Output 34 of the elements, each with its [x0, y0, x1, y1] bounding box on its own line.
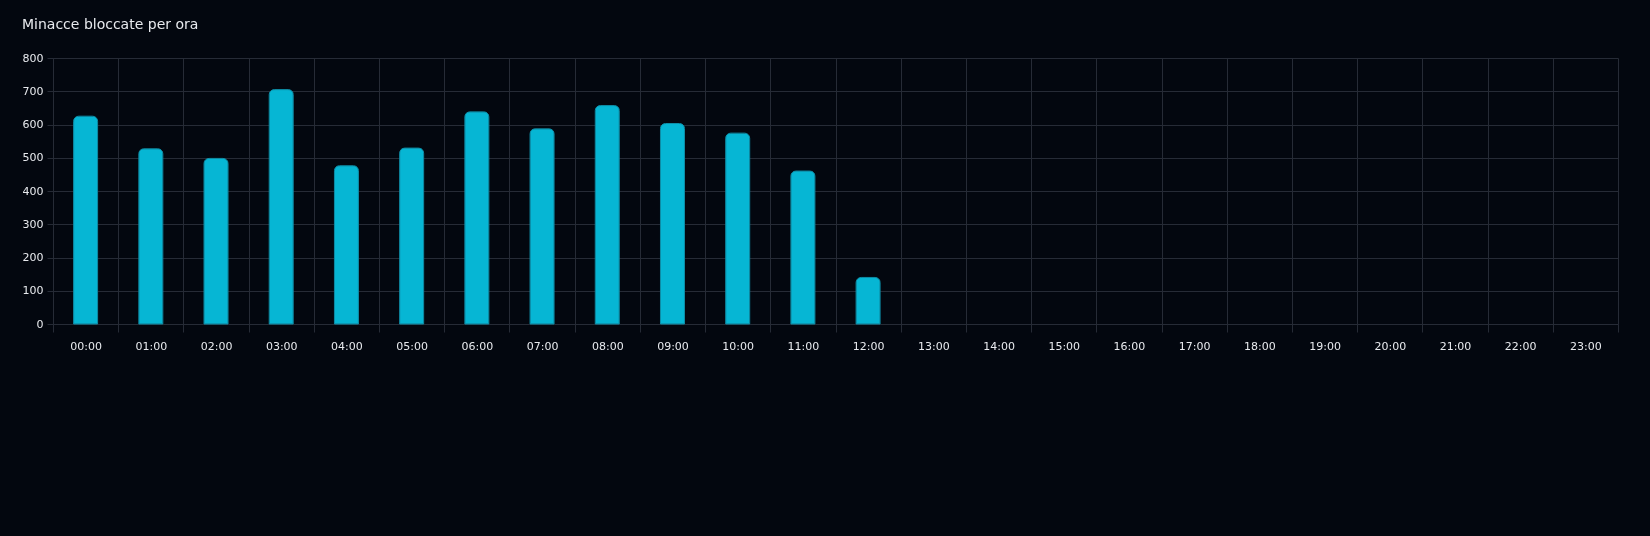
x-tick-label: 11:00 [787, 339, 820, 353]
y-tick-label: 700 [22, 84, 44, 98]
x-tick-label: 07:00 [526, 339, 559, 353]
x-tick-label: 14:00 [983, 339, 1015, 353]
x-tick-label: 08:00 [591, 339, 624, 353]
y-tick-label: 200 [22, 251, 44, 264]
x-tick-label: 20:00 [1374, 339, 1407, 353]
x-tick-label: 00:00 [70, 339, 102, 353]
y-tick-label: 600 [22, 118, 44, 131]
x-tick-label: 21:00 [1439, 339, 1472, 353]
x-tick-label: 22:00 [1504, 339, 1537, 353]
x-tick-label: 13:00 [917, 339, 950, 353]
y-tick-label: 500 [22, 151, 44, 165]
y-tick-label: 300 [22, 217, 44, 231]
x-tick-label: 04:00 [331, 339, 363, 353]
x-tick-label: 05:00 [396, 339, 428, 353]
y-tick-label: 800 [22, 51, 44, 65]
x-tick-label: 18:00 [1244, 339, 1276, 353]
y-tick-label: 100 [22, 284, 44, 298]
x-tick-label: 19:00 [1309, 339, 1341, 353]
x-tick-label: 23:00 [1570, 339, 1602, 353]
x-tick-label: 15:00 [1048, 339, 1081, 353]
x-tick-label: 16:00 [1113, 339, 1146, 353]
x-tick-label: 06:00 [461, 339, 494, 353]
x-tick-label: 09:00 [657, 339, 689, 353]
x-tick-label: 12:00 [852, 339, 885, 353]
x-tick-label: 02:00 [200, 339, 233, 353]
x-tick-label: 03:00 [265, 339, 298, 353]
x-tick-label: 10:00 [722, 339, 755, 353]
x-tick-label: 17:00 [1178, 339, 1211, 353]
y-tick-label: 400 [22, 184, 44, 198]
chart-title: Minacce bloccate per ora [22, 16, 199, 32]
y-tick-label: 0 [36, 317, 44, 331]
x-tick-label: 01:00 [135, 339, 168, 353]
